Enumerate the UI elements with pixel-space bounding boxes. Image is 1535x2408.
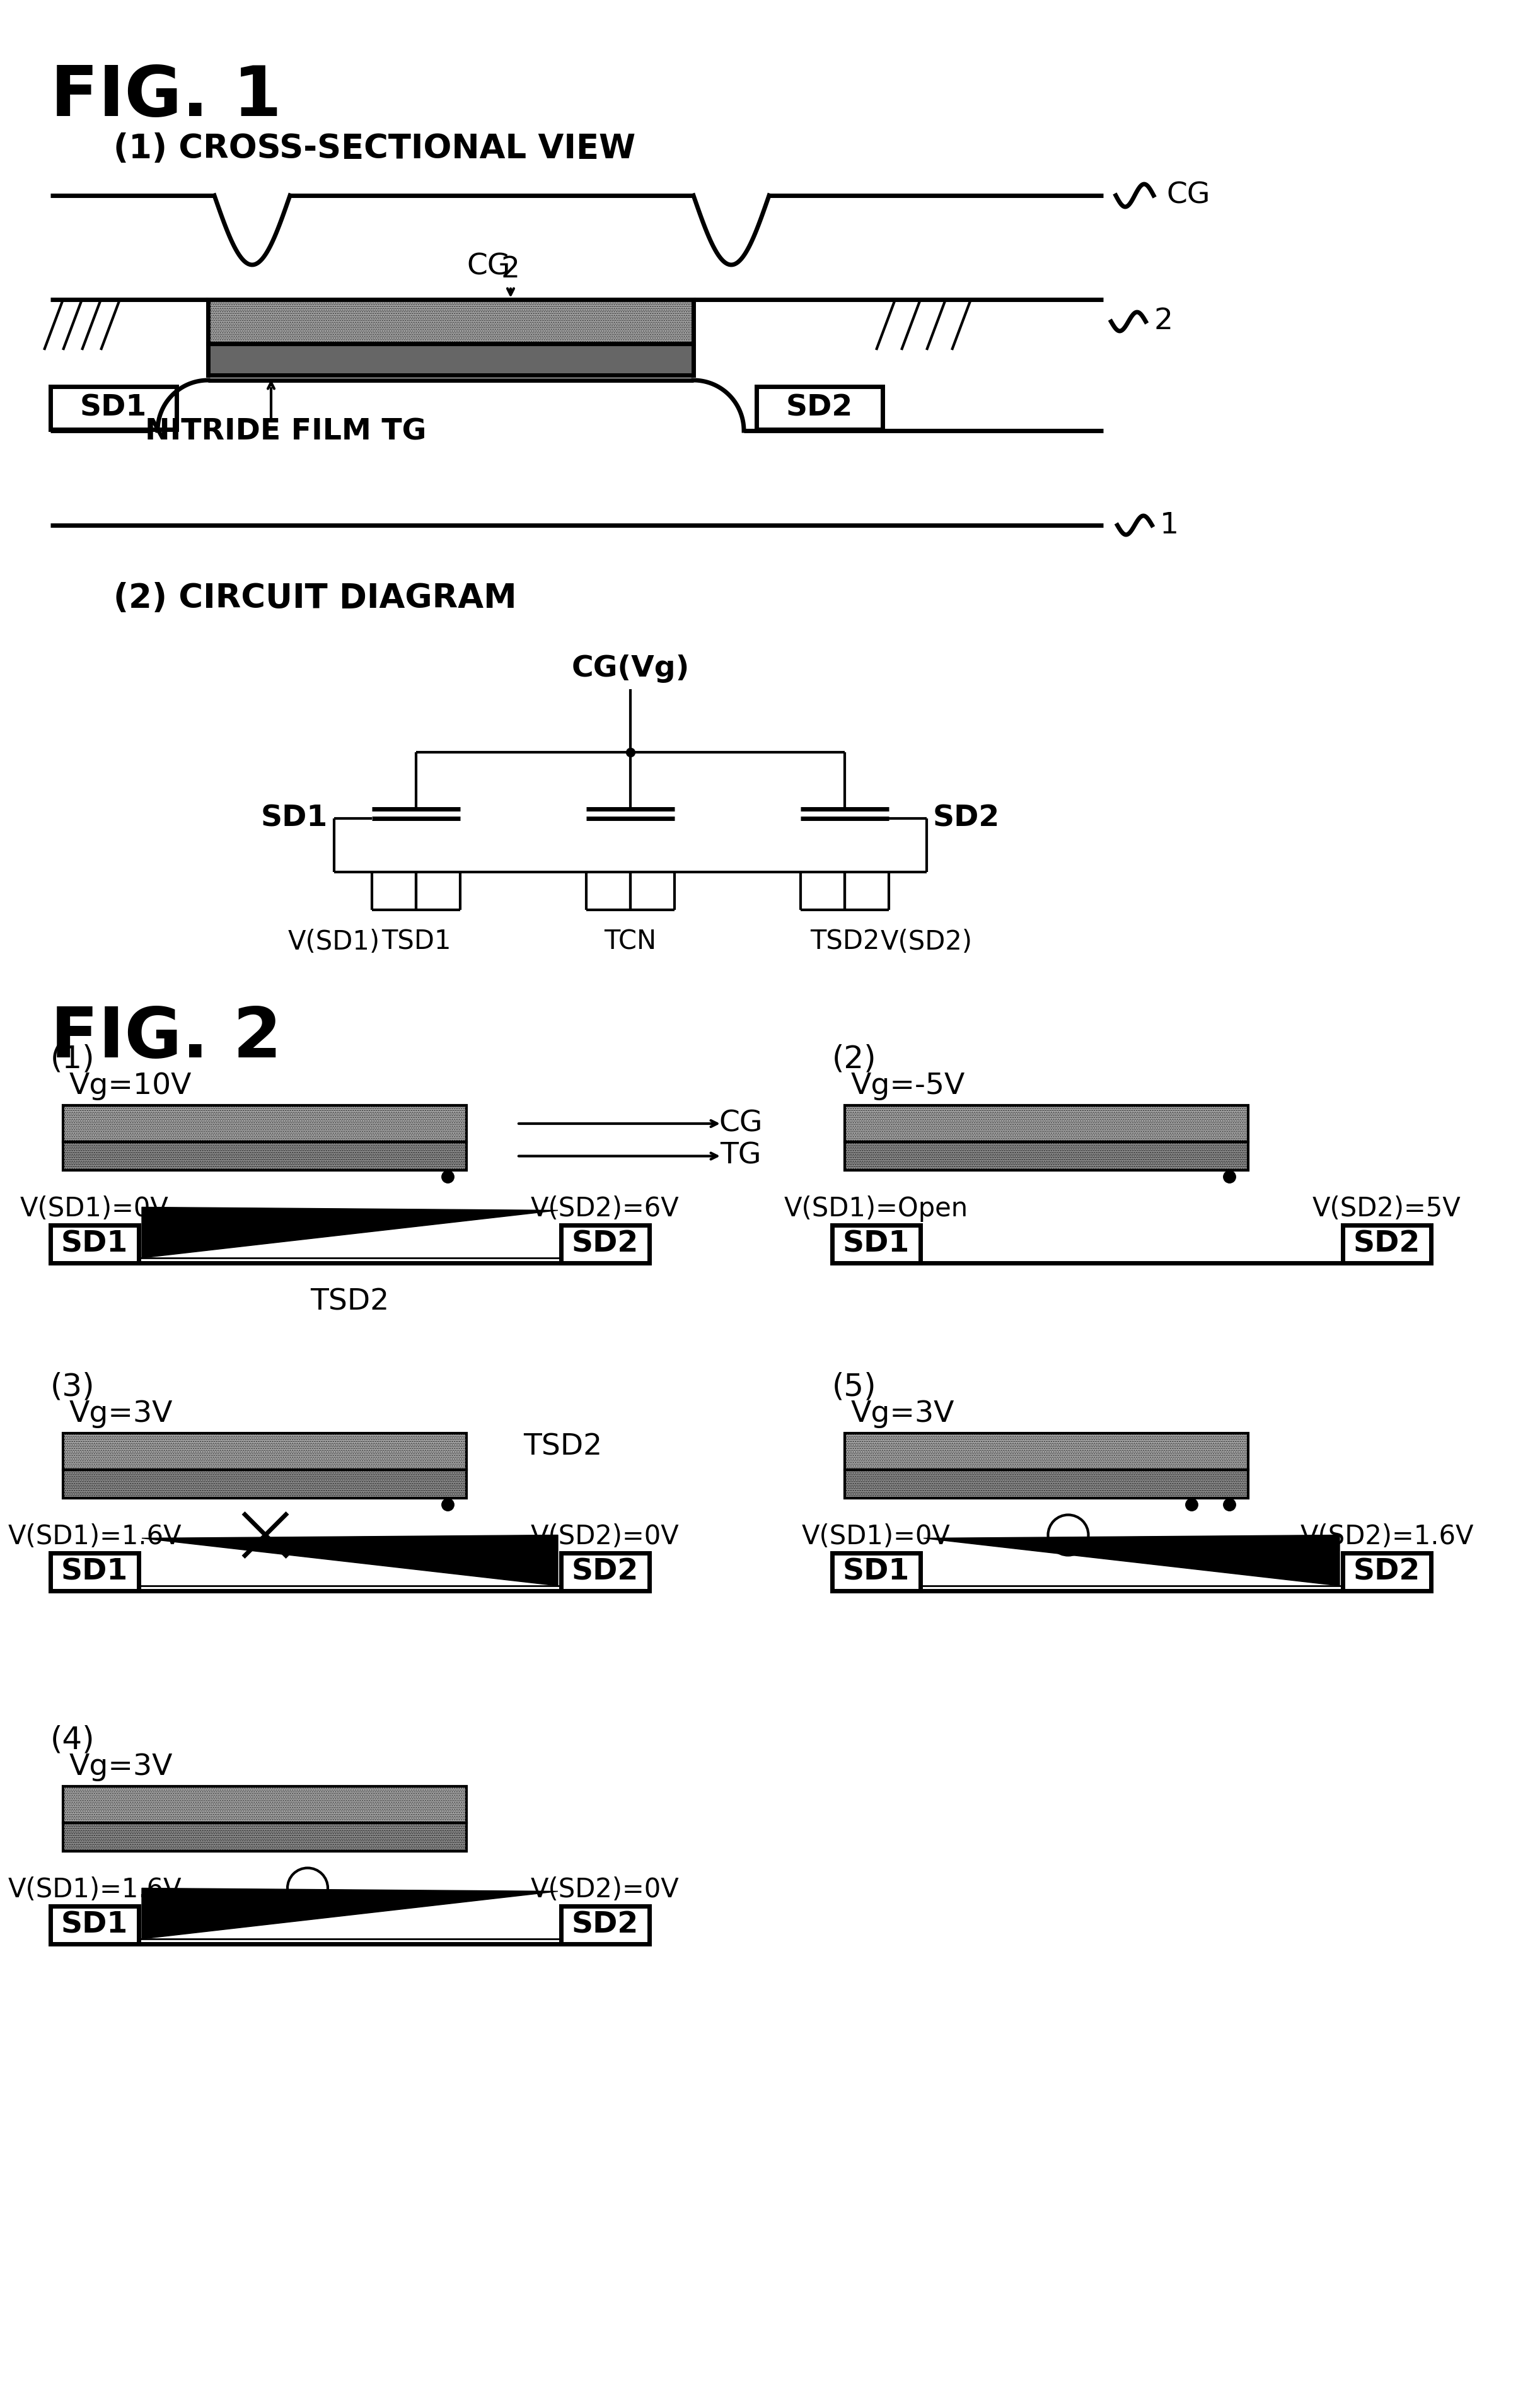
Text: SD1: SD1 [61,1230,127,1259]
Text: 1: 1 [1160,510,1179,539]
Text: V(SD1): V(SD1) [289,929,381,956]
Text: (1) CROSS-SECTIONAL VIEW: (1) CROSS-SECTIONAL VIEW [114,132,635,166]
Text: NITRIDE FILM TG: NITRIDE FILM TG [144,417,427,445]
Text: SD2: SD2 [933,804,999,833]
Text: CG: CG [718,1110,763,1139]
Text: SD1: SD1 [61,1558,127,1587]
Bar [51,1226,138,1262]
Text: Vg=3V: Vg=3V [850,1399,955,1428]
Text: (1): (1) [51,1043,95,1074]
Text: V(SD2)=0V: V(SD2)=0V [531,1524,680,1551]
Polygon shape [141,1888,557,1938]
Text: V(SD1)=0V: V(SD1)=0V [20,1194,169,1221]
Text: 2: 2 [1154,308,1173,335]
Text: TCN: TCN [605,929,657,956]
Text: (2): (2) [832,1043,876,1074]
Text: TSD2: TSD2 [310,1288,390,1317]
Text: SD2: SD2 [1354,1230,1420,1259]
Text: V(SD2)=0V: V(SD2)=0V [531,1876,680,1902]
Bar [1343,1226,1431,1262]
Text: V(SD2)=5V: V(SD2)=5V [1312,1194,1461,1221]
Text: SD2: SD2 [786,395,853,421]
Text: SD2: SD2 [571,1230,639,1259]
Bar [757,388,883,429]
Text: SD2: SD2 [571,1912,639,1938]
Text: TG: TG [720,1141,761,1170]
Bar [63,1105,467,1141]
Text: CG: CG [1167,181,1210,209]
Bar [51,1907,138,1943]
Text: (2) CIRCUIT DIAGRAM: (2) CIRCUIT DIAGRAM [114,583,517,614]
Bar [562,1226,649,1262]
Text: V(SD2)=6V: V(SD2)=6V [531,1194,680,1221]
Text: V(SD2): V(SD2) [881,929,973,956]
Text: SD1: SD1 [80,395,147,421]
Text: SD1: SD1 [61,1912,127,1938]
Text: 2: 2 [500,255,520,284]
Bar [63,1141,467,1170]
Bar [844,1433,1248,1469]
Text: Vg=3V: Vg=3V [69,1753,173,1782]
Text: V(SD1)=Open: V(SD1)=Open [784,1194,969,1221]
Text: SD1: SD1 [843,1558,910,1587]
Polygon shape [141,1206,557,1257]
Bar [209,344,694,376]
Text: TSD2: TSD2 [523,1433,602,1462]
Text: FIG. 2: FIG. 2 [51,1004,282,1072]
Bar [844,1141,1248,1170]
Text: Vg=10V: Vg=10V [69,1072,192,1100]
Text: Vg=3V: Vg=3V [69,1399,173,1428]
Text: CG(Vg): CG(Vg) [571,655,689,684]
Bar [844,1469,1248,1498]
Bar [51,388,177,429]
Text: (4): (4) [51,1724,95,1755]
Bar [832,1226,921,1262]
Text: FIG. 1: FIG. 1 [51,63,282,130]
Bar [562,1907,649,1943]
Text: TSD2: TSD2 [810,929,880,956]
Text: (3): (3) [51,1373,95,1401]
Text: TSD1: TSD1 [381,929,451,956]
Bar [562,1553,649,1592]
Polygon shape [924,1534,1340,1587]
Bar [51,1553,138,1592]
Text: V(SD2)=1.6V: V(SD2)=1.6V [1300,1524,1474,1551]
Text: V(SD1)=0V: V(SD1)=0V [801,1524,950,1551]
Text: CG: CG [467,253,511,282]
Bar [63,1787,467,1823]
Text: V(SD1)=1.6V: V(SD1)=1.6V [8,1524,181,1551]
Polygon shape [141,1534,557,1587]
Text: SD1: SD1 [843,1230,910,1259]
Bar [1343,1553,1431,1592]
Text: SD1: SD1 [261,804,328,833]
Bar [63,1433,467,1469]
Text: V(SD1)=1.6V: V(SD1)=1.6V [8,1876,181,1902]
Bar [844,1105,1248,1141]
Bar [63,1469,467,1498]
Bar [209,299,694,344]
Bar [63,1823,467,1852]
Text: SD2: SD2 [571,1558,639,1587]
Text: (5): (5) [832,1373,876,1401]
Text: SD2: SD2 [1354,1558,1420,1587]
Text: Vg=-5V: Vg=-5V [850,1072,966,1100]
Bar [832,1553,921,1592]
